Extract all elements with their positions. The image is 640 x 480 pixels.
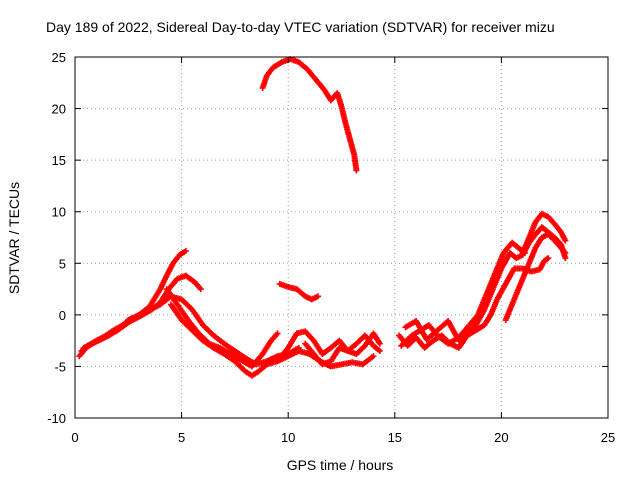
y-tick-label: 5 [59,256,66,271]
x-tick-label: 5 [178,430,185,445]
data-point [315,293,322,300]
series-arc-7 [276,328,383,362]
chart-title: Day 189 of 2022, Sidereal Day-to-day VTE… [46,19,555,35]
x-axis-label: GPS time / hours [287,457,394,473]
data-point [562,255,569,262]
data-point [376,340,383,347]
y-tick-label: 10 [52,205,66,220]
y-tick-label: 20 [52,102,66,117]
axis-ticks: 0 5 10 15 20 25 -10 -5 0 5 10 15 20 25 [47,50,615,445]
x-tick-label: 25 [601,430,615,445]
data-point [274,330,281,337]
data-point [562,237,569,244]
data-point [545,255,552,262]
series-arc-8 [259,56,360,174]
plot-frame [74,56,609,419]
series-arc-10 [396,255,552,351]
grid-lines [75,57,608,418]
x-tick-label: 15 [388,430,402,445]
series-arc-14 [519,210,569,256]
y-tick-label: -5 [54,359,66,374]
y-tick-label: 15 [52,153,66,168]
data-point [562,249,569,256]
series-arc-9 [276,280,322,303]
y-axis-label: SDTVAR / TECUs [6,182,22,294]
x-tick-label: 0 [71,430,78,445]
data-point [353,167,360,174]
y-tick-label: 25 [52,50,66,65]
y-tick-label: 0 [59,308,66,323]
series-arc-13 [502,231,569,324]
data-point [182,247,189,254]
data-points [76,56,569,379]
y-tick-label: -10 [47,411,66,426]
x-tick-label: 10 [281,430,295,445]
x-tick-label: 20 [494,430,508,445]
series-arc-5 [163,286,281,370]
data-point [197,286,204,293]
data-point [376,347,383,354]
data-point [370,353,377,360]
